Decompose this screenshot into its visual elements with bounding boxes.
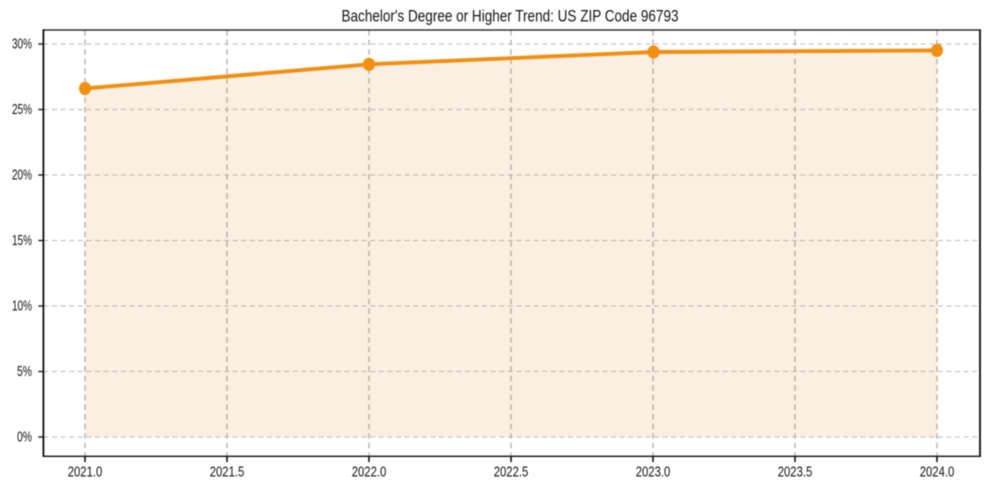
svg-text:0%: 0% bbox=[17, 430, 32, 446]
svg-text:2023.0: 2023.0 bbox=[636, 465, 671, 481]
svg-text:20%: 20% bbox=[12, 168, 32, 184]
svg-text:2021.5: 2021.5 bbox=[210, 465, 245, 481]
svg-text:10%: 10% bbox=[12, 299, 32, 315]
svg-text:2023.5: 2023.5 bbox=[778, 465, 813, 481]
svg-text:2022.5: 2022.5 bbox=[494, 465, 529, 481]
svg-text:2021.0: 2021.0 bbox=[68, 465, 103, 481]
svg-text:30%: 30% bbox=[12, 37, 32, 53]
svg-text:15%: 15% bbox=[12, 233, 32, 249]
svg-text:5%: 5% bbox=[17, 364, 32, 380]
svg-text:2024.0: 2024.0 bbox=[920, 465, 955, 481]
svg-text:25%: 25% bbox=[12, 102, 32, 118]
svg-text:2022.0: 2022.0 bbox=[352, 465, 387, 481]
svg-text:Bachelor's Degree or Higher Tr: Bachelor's Degree or Higher Trend: US ZI… bbox=[342, 8, 679, 26]
